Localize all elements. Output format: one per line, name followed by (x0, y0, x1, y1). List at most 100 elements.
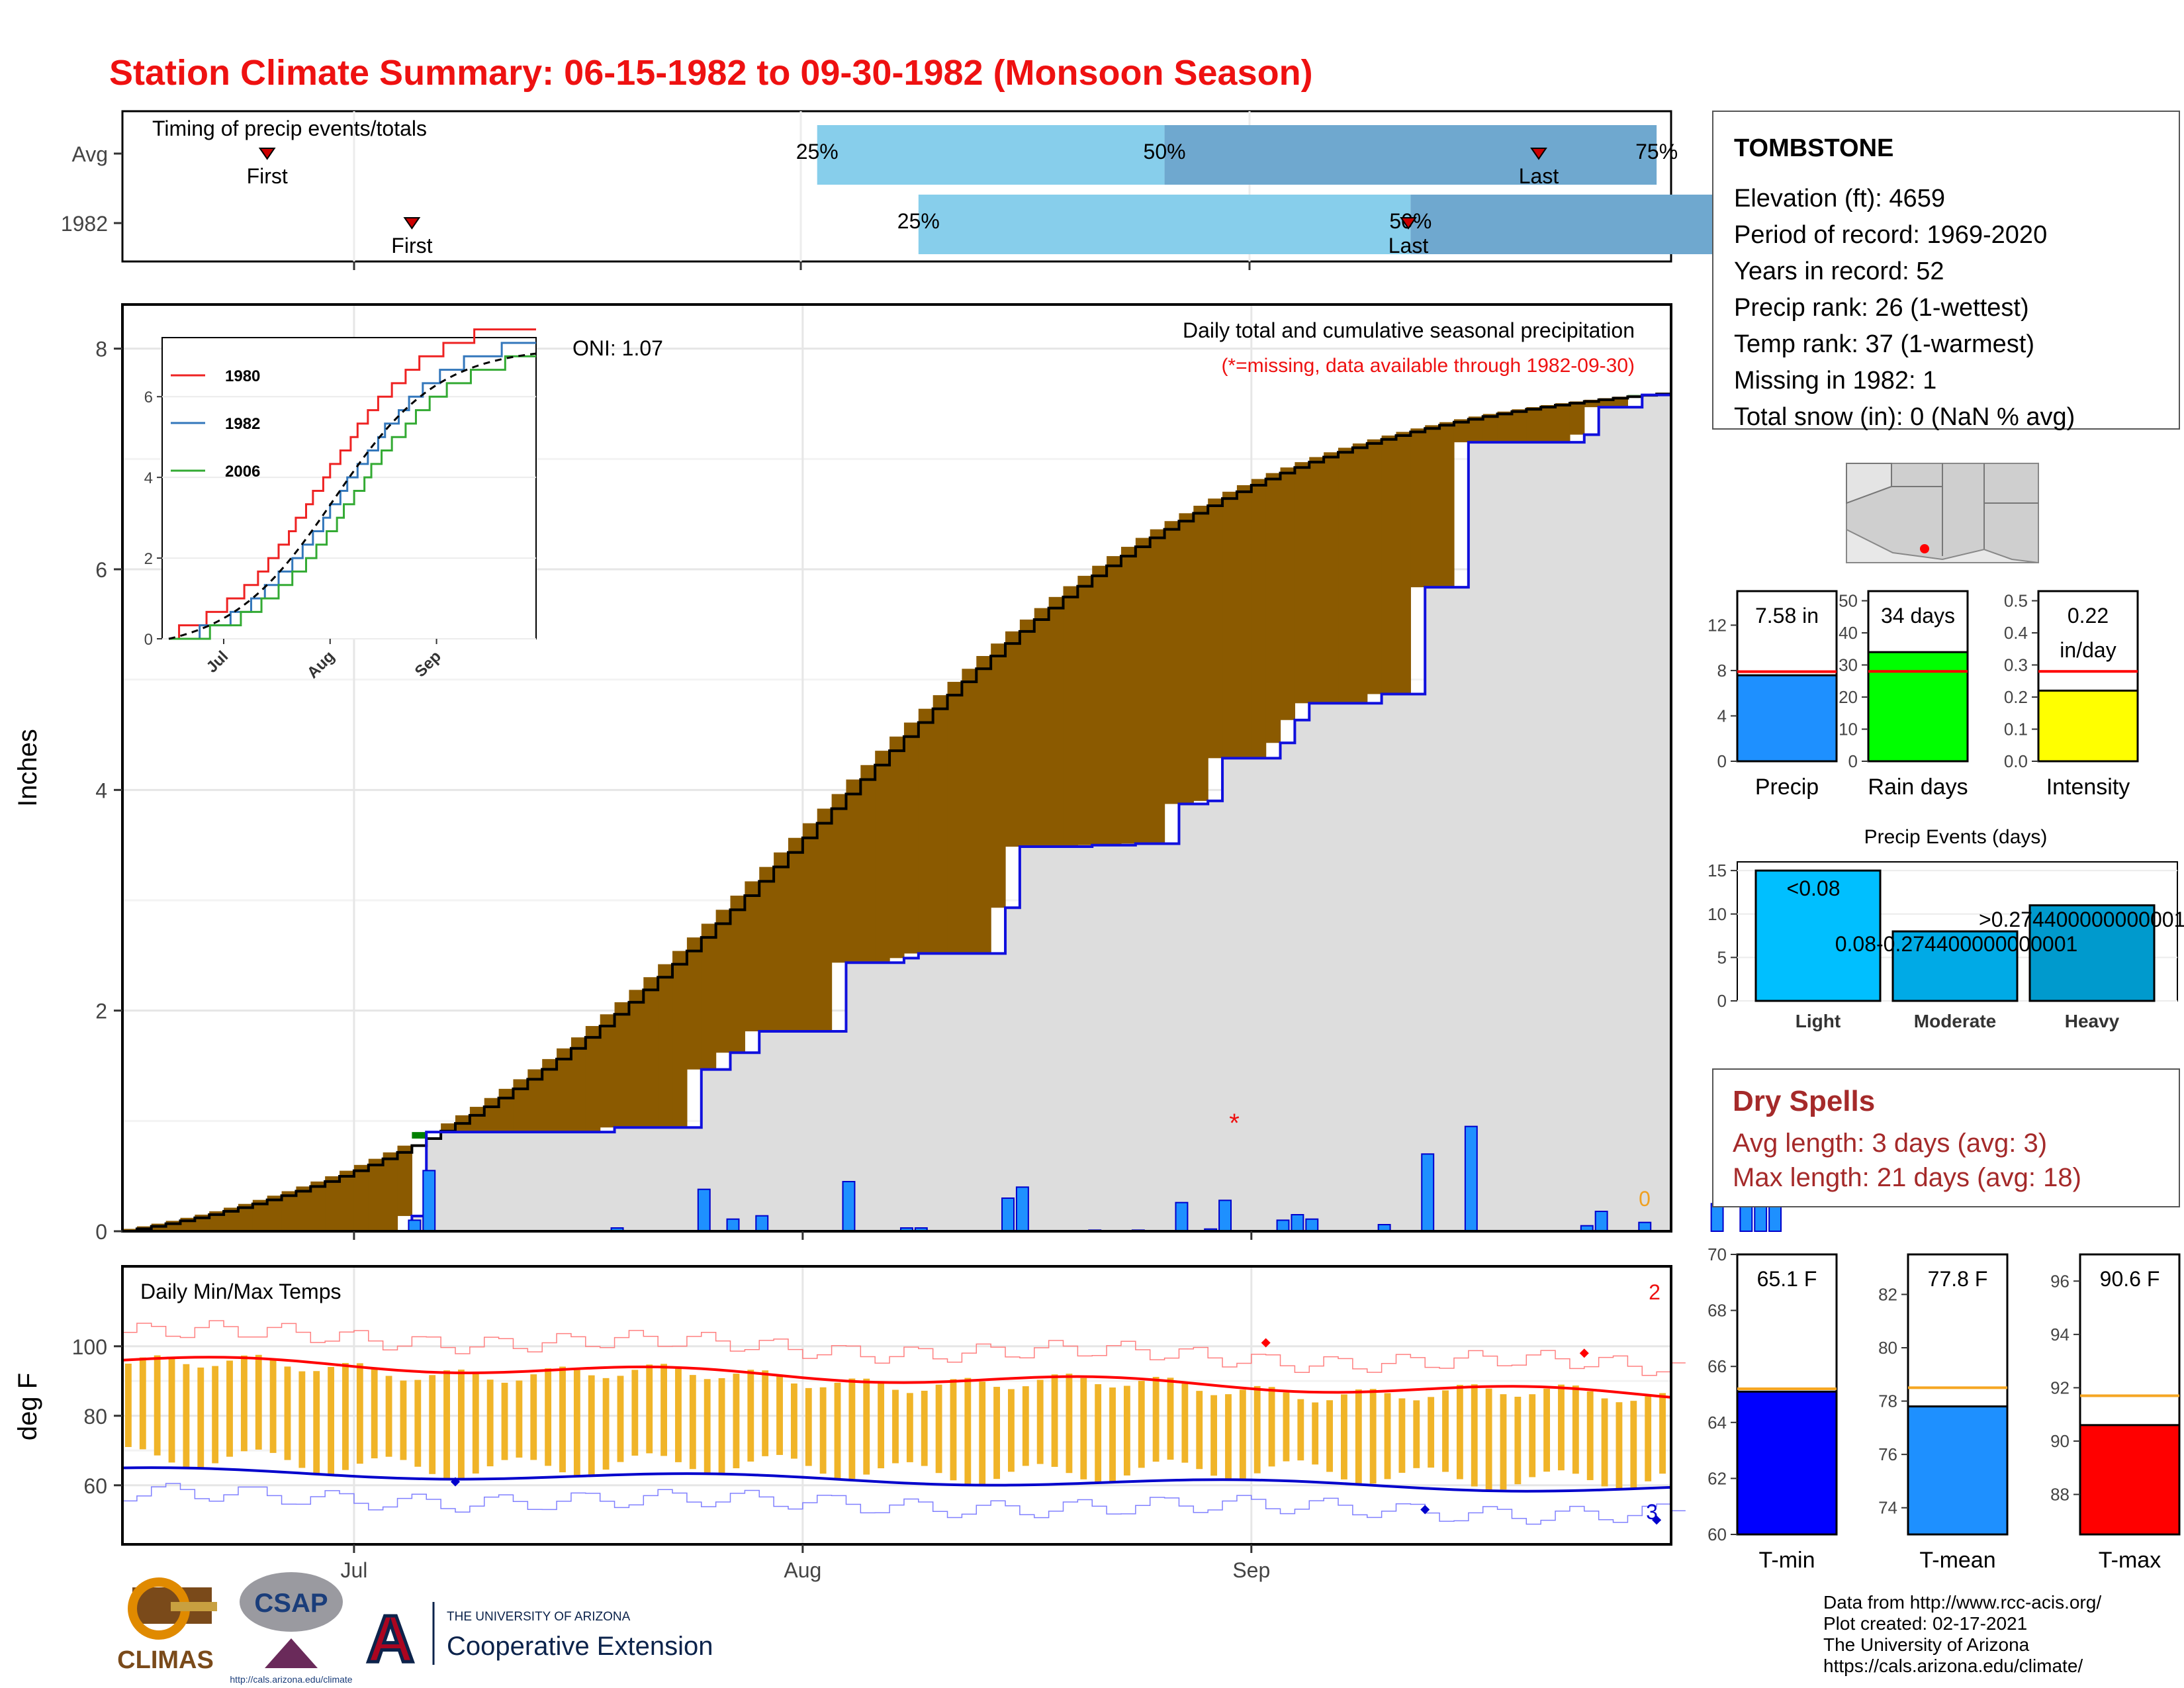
deficit-area (629, 990, 644, 1128)
temp-bar-value (1736, 1390, 1838, 1536)
record-max-marker (1261, 1338, 1271, 1348)
daily-temp-range-bar (631, 1370, 639, 1456)
dry-spells-box: Dry Spells Avg length: 3 days (avg: 3) M… (1712, 1068, 2180, 1207)
daily-temp-range-bar (1529, 1394, 1536, 1477)
deficit-area (469, 1107, 485, 1133)
summary-bar-label: Rain days (1868, 774, 1968, 800)
daily-temp-range-bar (1471, 1384, 1478, 1487)
daily-temp-range-bar (1268, 1387, 1275, 1467)
temp-tick-label: 68 (1707, 1301, 1727, 1321)
daily-precip-bar (1710, 1203, 1724, 1233)
daily-precip-bar (1276, 1219, 1290, 1233)
daily-temp-range-bar (1514, 1396, 1522, 1485)
temp-tick-label: 88 (2050, 1485, 2070, 1505)
ua-logo-big-text: Cooperative Extension (447, 1632, 713, 1661)
daily-temp-range-bar (154, 1355, 161, 1456)
daily-temp-range-bar (313, 1371, 320, 1474)
summary-tick-label: 0.2 (2004, 687, 2028, 707)
record-max-line (122, 1320, 1686, 1376)
deficit-area (1324, 452, 1339, 704)
deficit-area (672, 951, 688, 1128)
summary-value-unit: in/day (2060, 638, 2116, 662)
deficit-area (1381, 435, 1397, 694)
daily-precip-bar (1594, 1211, 1608, 1232)
station-location-marker (1920, 544, 1929, 553)
daily-temp-range-bar (1572, 1385, 1579, 1474)
deficit-area (745, 881, 760, 1031)
temperature-title: Daily Min/Max Temps (140, 1280, 341, 1303)
inset-legend: 1980 1982 2006 (171, 367, 260, 481)
daily-temp-range-bar (530, 1374, 537, 1460)
quartile-bar-low (918, 195, 1411, 254)
daily-temp-range-bar (1398, 1398, 1406, 1473)
ua-logo: A THE UNIVERSITY OF ARIZONA Cooperative … (365, 1601, 713, 1678)
deficit-area (846, 779, 861, 963)
timing-marker (258, 148, 276, 160)
deficit-area (1468, 416, 1484, 443)
daily-precip-bar (842, 1181, 856, 1232)
deficit-area (1179, 513, 1194, 804)
daily-temp-range-bar (646, 1364, 653, 1454)
station-detail-line: Total snow (in): 0 (NaN % avg) (1734, 403, 2075, 431)
timing-marker (1400, 217, 1417, 230)
timing-marker-label: First (247, 164, 288, 188)
deficit-area (383, 1152, 398, 1231)
temperature-frame (121, 1265, 1672, 1546)
deficit-area (1265, 473, 1281, 743)
daily-temp-range-bar (255, 1354, 262, 1450)
y-tick-label: 8 (95, 338, 107, 361)
deficit-area (947, 682, 963, 954)
deficit-area (1309, 457, 1324, 704)
deficit-area (817, 808, 833, 1031)
daily-temp-range-bar (689, 1375, 696, 1470)
temp-value-label: 90.6 F (2100, 1267, 2160, 1291)
daily-temp-range-bar (545, 1368, 552, 1466)
events-tick-label: 10 (1707, 904, 1727, 924)
deficit-area (1541, 405, 1556, 443)
daily-temp-range-bar (733, 1374, 740, 1469)
dry-spells-max: Max length: 21 days (avg: 18) (1733, 1163, 2081, 1192)
daily-temp-range-bar (1645, 1396, 1652, 1481)
summary-tick-label: 10 (1839, 720, 1858, 739)
dry-spells-avg: Avg length: 3 days (avg: 3) (1733, 1129, 2047, 1158)
inset-series-2006 (169, 355, 536, 640)
event-bar (1891, 930, 2019, 1002)
record-min-marker (1652, 1515, 1662, 1525)
y-tick-label: 100 (72, 1335, 107, 1359)
temp-tick-label: 96 (2050, 1271, 2070, 1291)
station-detail-line: Period of record: 1969-2020 (1734, 221, 2047, 249)
footer-line-2: Plot created: 02-17-2021 (1823, 1613, 2027, 1634)
footer-credits: Data from http://www.rcc-acis.org/ Plot … (1823, 1592, 2101, 1676)
legend-label: 1980 (225, 367, 260, 385)
daily-precip-bar (1291, 1214, 1304, 1232)
daily-temp-range-bar (950, 1379, 957, 1481)
summary-value-label: 34 days (1881, 604, 1955, 628)
daily-temp-range-bar (1167, 1378, 1174, 1460)
daily-temp-range-bar (443, 1370, 450, 1479)
y-tick-label: 60 (83, 1474, 107, 1498)
oni-label: ONI: 1.07 (572, 336, 663, 360)
x-tick-label: Sep (1232, 1558, 1270, 1582)
event-bar (1754, 869, 1882, 1002)
daily-temp-range-bar (675, 1368, 682, 1462)
timing-title: Timing of precip events/totals (152, 117, 427, 140)
daily-precip-bar (1015, 1186, 1029, 1233)
temp-bar-value (2079, 1424, 2181, 1536)
timing-rows: 25%50%75%AvgFirstLast25%50%75%1982FirstL… (61, 125, 1764, 258)
daily-temp-range-bar (1341, 1394, 1347, 1479)
daily-temp-range-bar (429, 1375, 436, 1474)
deficit-area (788, 837, 803, 1031)
csap-logo: CSAP http://cals.arizona.edu/climate (230, 1572, 353, 1685)
inset-average-line (168, 352, 537, 640)
deficit-area (1352, 443, 1368, 704)
station-detail-line: Temp rank: 37 (1-warmest) (1734, 330, 2034, 358)
timing-marker-label: First (391, 234, 432, 258)
inset-y-label: 4 (144, 469, 153, 487)
event-value-label: <0.08 (1787, 876, 1841, 900)
daily-temp-range-bar (1297, 1399, 1304, 1461)
daily-temp-range-bar (516, 1380, 523, 1458)
y-tick-label: 2 (95, 1000, 107, 1023)
station-name: TOMBSTONE (1734, 134, 1893, 162)
deficit-area (686, 937, 702, 1070)
daily-temp-range-bar (183, 1364, 190, 1468)
